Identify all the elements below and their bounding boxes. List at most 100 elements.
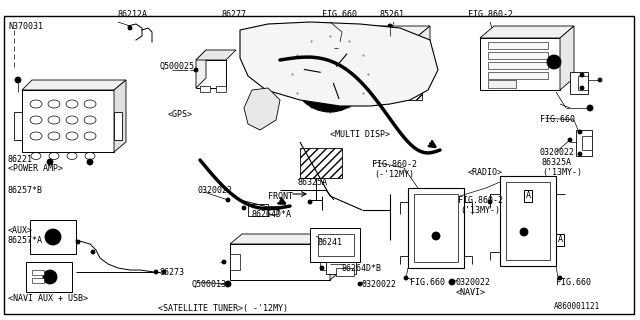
Bar xyxy=(22,90,114,152)
Circle shape xyxy=(598,78,602,82)
Circle shape xyxy=(560,238,564,242)
Text: 85261: 85261 xyxy=(380,10,405,19)
Bar xyxy=(488,42,548,49)
Bar xyxy=(414,194,458,262)
Bar xyxy=(408,188,464,268)
Text: 0320022: 0320022 xyxy=(362,280,397,289)
Circle shape xyxy=(45,229,61,245)
Bar xyxy=(216,86,226,92)
Bar xyxy=(578,76,588,90)
Text: 86277: 86277 xyxy=(222,10,247,19)
Bar xyxy=(358,50,410,57)
Bar xyxy=(488,62,548,69)
Circle shape xyxy=(47,159,53,165)
Polygon shape xyxy=(196,60,226,88)
Polygon shape xyxy=(244,88,280,130)
Text: FIG.860-2: FIG.860-2 xyxy=(458,196,503,205)
Circle shape xyxy=(580,86,584,90)
Circle shape xyxy=(388,24,392,28)
Circle shape xyxy=(87,159,93,165)
Circle shape xyxy=(128,26,132,30)
Circle shape xyxy=(404,276,408,280)
Text: ('13MY-): ('13MY-) xyxy=(460,206,500,215)
Bar xyxy=(376,54,422,100)
Circle shape xyxy=(91,250,95,254)
Circle shape xyxy=(337,42,341,46)
Circle shape xyxy=(547,55,561,69)
Bar xyxy=(32,278,44,283)
Text: Q500013: Q500013 xyxy=(192,280,227,289)
Bar xyxy=(26,262,72,292)
Text: 0320022: 0320022 xyxy=(456,278,491,287)
Circle shape xyxy=(76,240,80,244)
Text: <NAVI AUX + USB>: <NAVI AUX + USB> xyxy=(8,294,88,303)
Text: <NAVI>: <NAVI> xyxy=(456,288,486,297)
Polygon shape xyxy=(114,80,126,152)
Bar xyxy=(326,262,356,274)
Text: FIG.660: FIG.660 xyxy=(410,278,445,287)
Polygon shape xyxy=(196,50,206,88)
Text: 86212A: 86212A xyxy=(118,10,148,19)
Circle shape xyxy=(43,270,57,284)
Bar xyxy=(480,38,560,90)
Text: FIG.660: FIG.660 xyxy=(540,115,575,124)
Bar xyxy=(358,60,410,67)
Circle shape xyxy=(358,282,362,286)
Polygon shape xyxy=(230,234,342,244)
Circle shape xyxy=(222,260,226,264)
Bar xyxy=(30,220,76,254)
Text: FRONT: FRONT xyxy=(268,192,293,201)
Bar xyxy=(318,234,354,256)
Bar xyxy=(582,136,592,150)
Circle shape xyxy=(578,130,582,134)
Circle shape xyxy=(558,276,562,280)
Bar xyxy=(570,72,588,94)
Circle shape xyxy=(242,206,246,210)
Circle shape xyxy=(162,270,166,274)
Bar xyxy=(336,268,354,276)
Circle shape xyxy=(154,270,158,274)
Text: 86241: 86241 xyxy=(318,238,343,247)
Bar xyxy=(358,40,410,47)
Text: <AUX>: <AUX> xyxy=(8,226,33,235)
Circle shape xyxy=(304,48,356,100)
Circle shape xyxy=(520,228,528,236)
Bar xyxy=(488,80,516,88)
Bar xyxy=(310,228,360,262)
Text: A: A xyxy=(557,236,563,244)
Circle shape xyxy=(449,279,455,285)
Text: A: A xyxy=(525,191,531,201)
Polygon shape xyxy=(560,26,574,90)
Bar xyxy=(32,270,44,275)
Text: (-'12MY): (-'12MY) xyxy=(374,170,414,179)
Circle shape xyxy=(587,105,593,111)
Bar xyxy=(338,42,348,56)
Text: <GPS>: <GPS> xyxy=(168,110,193,119)
Bar xyxy=(248,204,268,216)
Polygon shape xyxy=(330,234,342,280)
Text: FIG.660: FIG.660 xyxy=(322,10,357,19)
Bar xyxy=(230,244,330,280)
Text: <MULTI DISP>: <MULTI DISP> xyxy=(330,130,390,139)
Text: 86257*B: 86257*B xyxy=(8,186,43,195)
Circle shape xyxy=(225,281,231,287)
Circle shape xyxy=(194,68,198,72)
Text: 0320022: 0320022 xyxy=(540,148,575,157)
Circle shape xyxy=(580,73,584,77)
Text: FIG.860-2: FIG.860-2 xyxy=(372,160,417,169)
Polygon shape xyxy=(22,80,126,90)
Polygon shape xyxy=(348,26,430,36)
Bar xyxy=(14,112,22,140)
Bar xyxy=(500,176,556,266)
Polygon shape xyxy=(240,22,438,106)
Text: FIG.660: FIG.660 xyxy=(556,278,591,287)
Circle shape xyxy=(308,200,312,204)
Text: FIG.860-2: FIG.860-2 xyxy=(468,10,513,19)
Circle shape xyxy=(320,266,324,270)
Circle shape xyxy=(488,200,492,204)
Polygon shape xyxy=(196,50,236,60)
Bar xyxy=(320,254,330,270)
Text: Q500025: Q500025 xyxy=(160,62,195,71)
Text: <SATELLITE TUNER>( -'12MY): <SATELLITE TUNER>( -'12MY) xyxy=(158,304,288,313)
Bar xyxy=(488,72,548,79)
